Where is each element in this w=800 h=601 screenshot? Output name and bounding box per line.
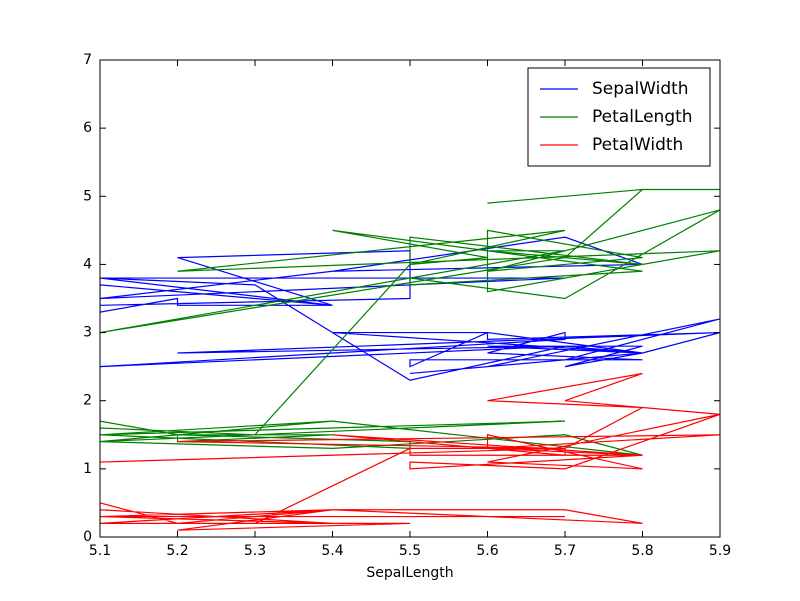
x-tick-label: 5.2 <box>166 543 188 559</box>
y-tick-label: 6 <box>83 120 92 136</box>
y-tick-label: 5 <box>83 188 92 204</box>
x-tick-label: 5.5 <box>399 543 421 559</box>
x-tick-label: 5.8 <box>631 543 653 559</box>
x-tick-label: 5.7 <box>554 543 576 559</box>
plot-lines <box>100 188 720 531</box>
x-tick-label: 5.6 <box>476 543 498 559</box>
y-tick-label: 3 <box>83 325 92 341</box>
legend-label: PetalLength <box>592 107 693 127</box>
y-tick-label: 1 <box>83 461 92 477</box>
legend-label: SepalWidth <box>592 79 689 99</box>
x-tick-label: 5.9 <box>709 543 731 559</box>
series-line <box>100 372 720 531</box>
y-tick-label: 2 <box>83 393 92 409</box>
y-tick-label: 7 <box>83 52 92 68</box>
series-line <box>100 188 720 456</box>
x-tick-label: 5.4 <box>321 543 343 559</box>
y-tick-label: 4 <box>83 256 92 272</box>
x-axis-label: SepalLength <box>366 565 453 581</box>
x-tick-label: 5.3 <box>244 543 266 559</box>
legend-label: PetalWidth <box>592 135 683 155</box>
x-tick-label: 5.1 <box>89 543 111 559</box>
y-tick-label: 0 <box>83 529 92 545</box>
legend-box <box>527 67 711 167</box>
